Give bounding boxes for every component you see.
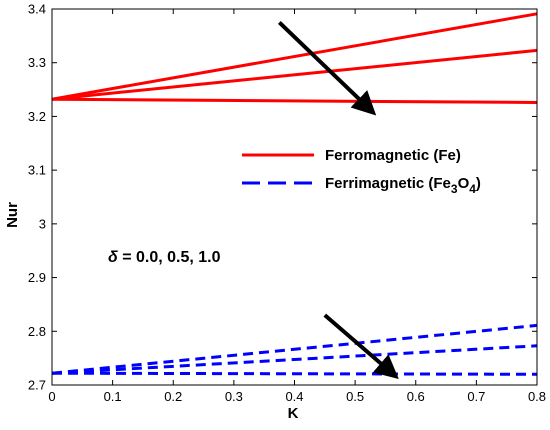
legend-label-1: Ferromagnetic (Fe) xyxy=(325,147,461,164)
trend-arrow-1 xyxy=(277,20,377,116)
series-line-4 xyxy=(51,323,538,375)
legend: Ferromagnetic (Fe) Ferrimagnetic (Fe3O4) xyxy=(242,147,481,196)
x-tick-label: 0 xyxy=(48,389,55,404)
legend-label-2: Ferrimagnetic (Fe3O4) xyxy=(325,175,481,196)
series-line-1 xyxy=(51,12,538,101)
y-axis-label: Nur xyxy=(4,202,21,228)
y-tick-label: 3.1 xyxy=(28,163,46,178)
x-tick-label: 0.1 xyxy=(104,389,122,404)
x-tick-label: 0.6 xyxy=(407,389,425,404)
x-tick-label: 0.5 xyxy=(346,389,364,404)
series-line-2 xyxy=(51,48,538,101)
delta-values: = 0.0, 0.5, 1.0 xyxy=(118,249,221,266)
delta-annotation: δ = 0.0, 0.5, 1.0 xyxy=(108,249,221,266)
series-line-3 xyxy=(51,97,538,104)
y-tick-label: 3.4 xyxy=(28,2,46,17)
y-tick-label: 3.3 xyxy=(28,55,46,70)
axes-frame xyxy=(51,8,538,386)
x-tick-label: 0.3 xyxy=(225,389,243,404)
x-tick-label: 0.7 xyxy=(467,389,485,404)
y-tick-label: 2.8 xyxy=(28,324,46,339)
x-tick-label: 0.2 xyxy=(164,389,182,404)
y-tick-label: 3.2 xyxy=(28,109,46,124)
x-axis-label: K xyxy=(288,405,299,422)
y-tick-label: 3 xyxy=(39,216,46,231)
x-tick-label: 0.8 xyxy=(528,389,546,404)
trend-arrow-2 xyxy=(323,313,399,380)
y-tick-label: 2.9 xyxy=(28,270,46,285)
plot-area xyxy=(51,12,538,380)
series-line-6 xyxy=(51,371,538,376)
y-tick-label: 2.7 xyxy=(28,378,46,393)
series-line-5 xyxy=(51,344,538,375)
x-tick-label: 0.4 xyxy=(285,389,303,404)
delta-symbol: δ xyxy=(108,249,118,266)
axes: 0 0.1 0.2 0.3 0.4 0.5 0.6 0.7 0.8 2.7 2.8 2.9 3 3.1 3.… xyxy=(28,2,546,405)
